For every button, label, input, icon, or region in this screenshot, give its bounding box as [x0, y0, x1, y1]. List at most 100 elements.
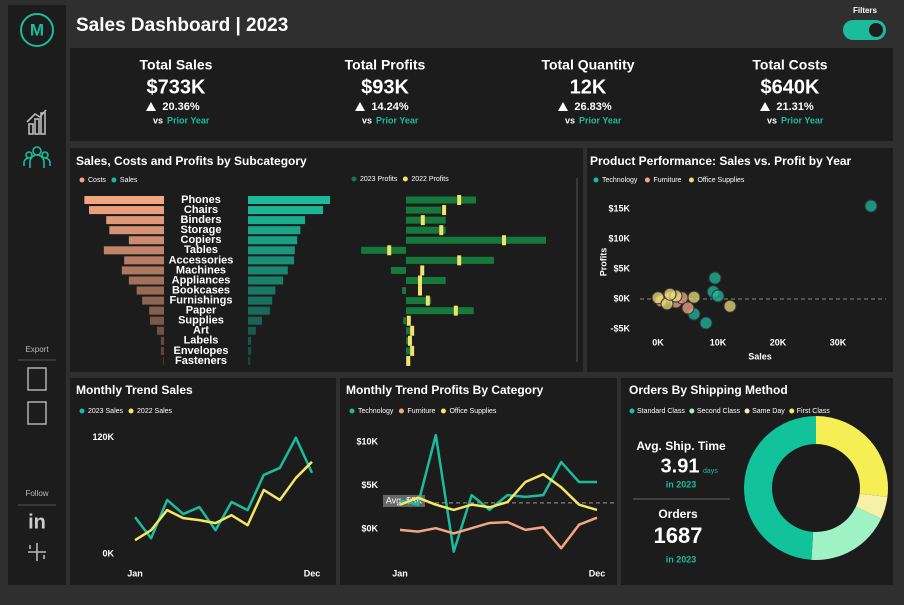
profit-bar: [406, 297, 432, 305]
profit-bar: [390, 266, 406, 274]
trend-line: [134, 436, 314, 540]
sales-bar: [248, 276, 284, 285]
profit-bar: [406, 347, 414, 355]
prior-profit-marker: [502, 235, 506, 246]
scatter-point: [699, 316, 713, 330]
kpi-value: 12K: [570, 76, 607, 98]
cost-bar: [142, 296, 164, 305]
legend-swatch: [629, 408, 635, 414]
trend-line: [399, 472, 598, 512]
kpi-prior: Prior Year: [376, 115, 419, 125]
profit-trend-panel: [340, 378, 617, 585]
category-label: Copiers: [181, 234, 222, 246]
profit-bar: [402, 287, 406, 295]
prior-profit-marker: [442, 205, 447, 216]
prior-profit-marker: [425, 295, 430, 306]
cost-bar: [136, 286, 164, 295]
x-tick-label: Jan: [392, 568, 408, 578]
y-tick-label: $10K: [608, 233, 630, 243]
logo: M: [30, 20, 44, 39]
category-label: Labels: [184, 335, 219, 347]
prior-profit-marker: [457, 195, 462, 205]
category-label: Phones: [181, 194, 221, 206]
prior-profit-marker: [418, 275, 422, 286]
category-label: Chairs: [184, 204, 218, 216]
sales-bar: [248, 286, 276, 295]
x-tick-label: 20K: [770, 337, 787, 347]
scatter-panel: [587, 148, 893, 372]
kpi-prior: Prior Year: [781, 115, 824, 125]
sales-bar: [248, 296, 273, 305]
profit-bar: [406, 307, 474, 315]
profit-bar: [406, 196, 476, 204]
kpi-label: Total Profits: [345, 57, 426, 73]
profit-bar: [406, 276, 446, 284]
profit-bar: [406, 327, 414, 335]
linkedin-link[interactable]: in: [28, 511, 46, 533]
kpi-change: 20.36%: [162, 101, 200, 113]
sales-bar: [248, 196, 330, 204]
prior-profit-marker: [439, 225, 444, 236]
legend-swatch: [689, 408, 695, 414]
x-tick-label: 30K: [830, 337, 847, 347]
cost-bar: [121, 266, 164, 275]
category-label: Furnishings: [170, 295, 233, 307]
kpi-value: $733K: [147, 76, 206, 98]
scatter-point: [711, 289, 725, 303]
pdf-export[interactable]: [27, 367, 47, 391]
scatter-point: [723, 299, 737, 313]
chart-title: Monthly Trend Profits By Category: [346, 383, 544, 397]
kpi-prior: Prior Year: [167, 115, 210, 125]
legend-swatch: [398, 408, 404, 414]
chart-icon[interactable]: [26, 109, 47, 135]
sidebar: [8, 5, 66, 585]
cost-bar: [89, 206, 164, 215]
cost-bar: [160, 346, 164, 355]
y-tick-label: 0K: [102, 549, 114, 559]
people-icon[interactable]: [23, 146, 51, 168]
x-tick-label: 0K: [652, 337, 664, 347]
legend-swatch: [111, 177, 117, 183]
legend-label: Office Supplies: [449, 408, 496, 415]
y-tick-label: $10K: [356, 436, 378, 446]
category-label: Paper: [186, 305, 217, 317]
y-tick-label: $15K: [608, 203, 630, 213]
tableau-link[interactable]: [28, 543, 46, 561]
kpi-prior: Prior Year: [579, 115, 622, 125]
legend-label: Second Class: [697, 408, 741, 415]
orders-label: Orders: [658, 507, 698, 521]
kpi-value: $93K: [361, 76, 409, 98]
legend-label: Technology: [602, 177, 638, 184]
legend-label: Sales: [120, 177, 138, 184]
donut-slice: [743, 416, 816, 560]
legend-label: Furniture: [653, 177, 681, 184]
prior-profit-marker: [387, 245, 392, 256]
up-arrow: [146, 102, 156, 111]
kpi-panel: [70, 48, 893, 141]
legend-label: 2023 Sales: [88, 408, 124, 415]
category-label: Appliances: [172, 274, 231, 286]
prior-profit-marker: [420, 265, 425, 276]
scatter-point: [681, 301, 695, 315]
trend-line: [134, 460, 313, 542]
orders-year: in 2023: [666, 554, 697, 564]
image-export[interactable]: [27, 401, 47, 425]
x-axis-title: Sales: [748, 351, 772, 361]
scatter-point: [651, 291, 665, 305]
profit-bar: [361, 246, 406, 254]
legend-label: 2022 Sales: [137, 408, 173, 415]
sales-bar: [248, 256, 295, 265]
kpi-label: Total Sales: [140, 57, 213, 73]
chart-title: Product Performance: Sales vs. Profit by…: [590, 154, 852, 168]
avg-ship-value: 3.91: [661, 455, 700, 477]
prior-profit-marker: [420, 215, 425, 226]
sales-bar: [248, 226, 301, 235]
scatter-point: [864, 199, 878, 213]
prior-profit-marker: [410, 325, 415, 336]
kpi-change: 21.31%: [776, 101, 814, 113]
legend-swatch: [593, 177, 599, 183]
legend-label: Same Day: [752, 408, 785, 415]
profit-bar: [403, 317, 406, 325]
cost-bar: [106, 216, 164, 225]
